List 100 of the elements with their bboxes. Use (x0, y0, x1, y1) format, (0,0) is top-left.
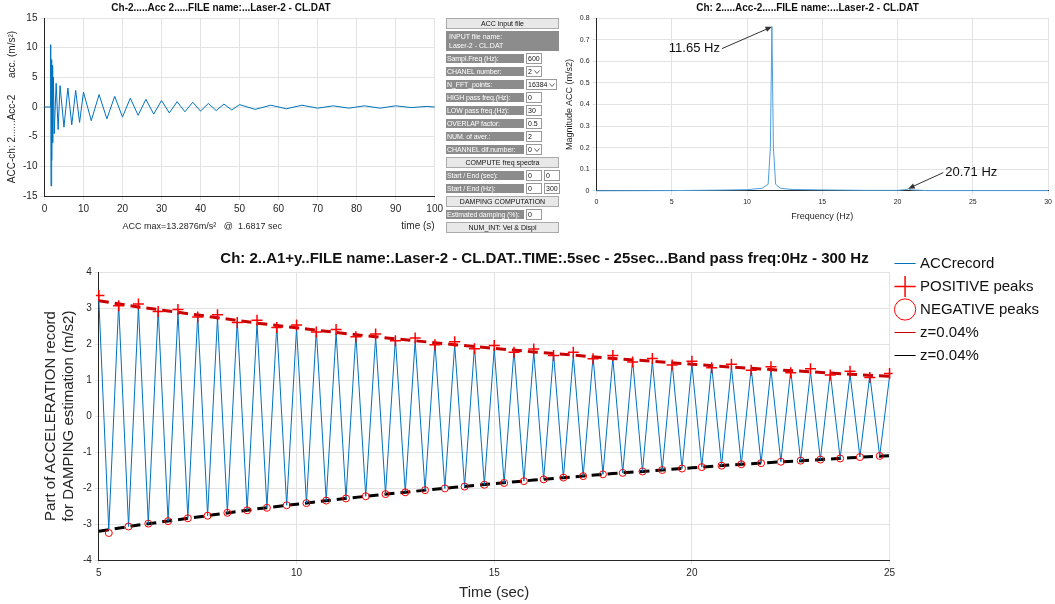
annotation: 20.71 Hz (945, 164, 998, 180)
x-axis-title: time (s) (401, 219, 435, 231)
legend-label: z=0.04% (920, 322, 979, 340)
point (507, 346, 521, 359)
point (717, 461, 726, 470)
point (243, 506, 252, 515)
x-tick-label: 5 (96, 566, 103, 578)
point (164, 517, 173, 526)
x-tick-label: 60 (273, 202, 285, 214)
point (863, 371, 877, 384)
y-tick-label: 0 (31, 100, 38, 112)
point (705, 361, 718, 375)
point (527, 342, 541, 356)
x-tick-label: 10 (291, 566, 303, 578)
point (744, 364, 758, 377)
x-tick-label: 90 (390, 202, 402, 214)
point (341, 494, 350, 503)
y-tick-label: -2 (82, 481, 93, 493)
x-tick-label: 40 (194, 202, 207, 214)
legend-label: ACCrecord (920, 253, 995, 271)
point (183, 514, 192, 523)
x-tick-label: 15 (488, 566, 501, 578)
point (211, 308, 224, 322)
point (697, 463, 706, 472)
point (440, 484, 449, 493)
point (250, 313, 264, 327)
point (776, 457, 785, 466)
point (448, 335, 461, 349)
point (804, 362, 817, 376)
x-tick-label: 20 (116, 202, 129, 214)
point (132, 297, 145, 311)
point (468, 342, 481, 355)
y-axis-title: ACC-ch: 2......Acc-2 acc. (m/s²) (5, 30, 17, 184)
point (428, 338, 442, 351)
point (302, 499, 311, 508)
point (389, 334, 402, 348)
point (638, 467, 647, 476)
point (559, 473, 568, 482)
point (401, 488, 410, 497)
point (784, 366, 797, 380)
line-series (97, 299, 892, 378)
y-tick-label: 2 (86, 337, 93, 349)
point (231, 316, 244, 329)
point (500, 478, 509, 487)
point (816, 455, 825, 464)
point (757, 459, 766, 468)
x-tick-label: 30 (155, 202, 168, 214)
annotation: 11.65 Hz (668, 40, 720, 56)
x-tick-label: 80 (351, 202, 363, 214)
point (349, 330, 363, 344)
point (408, 331, 422, 345)
x-axis-title: Time (sec) (459, 583, 530, 601)
y-tick-label: 3 (86, 301, 93, 313)
x-axis-title: Frequency (Hz) (791, 211, 854, 222)
point (547, 349, 560, 362)
point (381, 490, 390, 499)
point (262, 503, 271, 512)
point (836, 454, 845, 463)
point (678, 464, 687, 473)
point (606, 349, 620, 362)
y-tick-label: -10 (23, 160, 38, 172)
y-tick-label: -5 (28, 130, 38, 142)
point (618, 468, 627, 477)
point (665, 358, 679, 372)
point (567, 346, 580, 359)
point (519, 477, 528, 486)
chart-title: Ch: 2..A1+y..FILE name:.Laser-2 - CL.DAT..TIME:.5sec - 25sec...Band pass freq:0Hz - 300 Hz (220, 249, 869, 267)
point (104, 529, 113, 537)
y-tick-label: -1 (82, 445, 93, 457)
point (282, 501, 291, 510)
point (270, 321, 284, 334)
point (539, 475, 548, 484)
y-tick-label: -3 (82, 517, 93, 529)
point (658, 466, 667, 474)
chart-title: Ch-2.....Acc 2.....FILE name:...Laser-2 - CL.DAT (111, 1, 331, 13)
point (646, 352, 659, 365)
point (310, 325, 323, 339)
y-tick-label: 15 (26, 11, 38, 23)
x-tick-label: 25 (884, 566, 896, 578)
point (855, 453, 864, 462)
point (361, 492, 370, 501)
point (322, 496, 331, 505)
y-tick-label: 4 (86, 265, 93, 277)
y-axis-title: Part of ACCELERATION record for DAMPING estimation (m/s2) (41, 310, 77, 522)
x-tick-label: 20 (686, 566, 698, 578)
line-series (97, 454, 892, 533)
point (626, 355, 639, 369)
point (144, 519, 153, 528)
point (480, 480, 489, 489)
legend-label: POSITIVE peaks (920, 276, 1034, 294)
y-tick-label: 5 (31, 71, 38, 83)
point (824, 368, 837, 382)
point (586, 352, 600, 366)
x-tick-label: 70 (312, 202, 324, 214)
point (796, 456, 805, 465)
point (685, 355, 699, 368)
y-tick-label: 10 (26, 41, 38, 53)
point (191, 310, 204, 324)
point (112, 299, 125, 313)
point (725, 357, 738, 371)
